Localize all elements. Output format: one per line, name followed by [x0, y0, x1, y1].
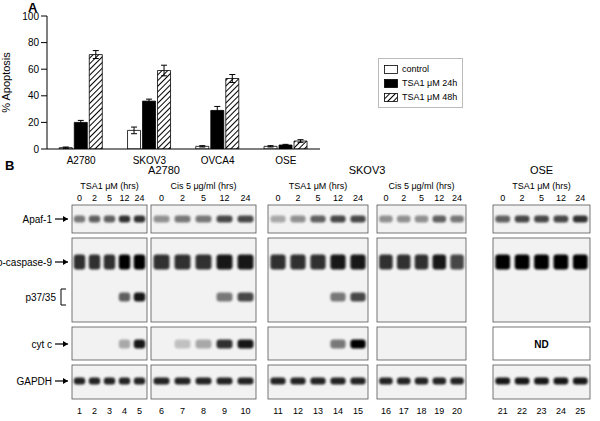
svg-text:0: 0 [383, 193, 388, 203]
svg-text:100: 100 [22, 11, 39, 22]
svg-text:SKOV3: SKOV3 [133, 155, 167, 166]
svg-text:23: 23 [536, 406, 546, 416]
svg-text:5: 5 [315, 193, 320, 203]
svg-text:9: 9 [222, 406, 227, 416]
svg-text:TSA1 μM (hrs): TSA1 μM (hrs) [80, 181, 139, 191]
html-text:A: A [28, 0, 38, 15]
svg-text:2: 2 [401, 193, 406, 203]
svg-text:6: 6 [159, 406, 164, 416]
svg-text:Pro-caspase-9: Pro-caspase-9 [8, 257, 52, 268]
svg-text:10: 10 [240, 406, 250, 416]
svg-text:12: 12 [333, 193, 343, 203]
svg-text:OVCA4: OVCA4 [201, 155, 235, 166]
svg-text:20: 20 [452, 406, 462, 416]
svg-text:ND: ND [534, 339, 548, 350]
svg-text:1: 1 [77, 406, 82, 416]
svg-text:40: 40 [28, 90, 40, 101]
svg-text:0: 0 [275, 193, 280, 203]
svg-text:25: 25 [575, 406, 585, 416]
html-text:TSA1 μM 24h: TSA1 μM 24h [402, 78, 458, 88]
svg-text:Cis 5 μg/ml (hrs): Cis 5 μg/ml (hrs) [388, 181, 454, 191]
svg-text:B: B [8, 158, 14, 173]
svg-text:5: 5 [201, 193, 206, 203]
svg-text:24: 24 [134, 193, 144, 203]
svg-text:2: 2 [180, 193, 185, 203]
svg-text:OSE: OSE [275, 155, 296, 166]
svg-text:18: 18 [416, 406, 426, 416]
svg-text:4: 4 [122, 406, 127, 416]
svg-text:8: 8 [201, 406, 206, 416]
svg-text:24: 24 [452, 193, 462, 203]
svg-text:Cis 5 μg/ml (hrs): Cis 5 μg/ml (hrs) [170, 181, 236, 191]
svg-text:12: 12 [119, 193, 129, 203]
svg-text:20: 20 [28, 117, 40, 128]
svg-text:2: 2 [92, 193, 97, 203]
svg-text:12: 12 [293, 406, 303, 416]
svg-text:2: 2 [295, 193, 300, 203]
svg-text:13: 13 [313, 406, 323, 416]
svg-text:5: 5 [419, 193, 424, 203]
svg-text:p37/35: p37/35 [25, 292, 56, 303]
svg-text:21: 21 [498, 406, 508, 416]
svg-text:24: 24 [240, 193, 250, 203]
svg-text:15: 15 [353, 406, 363, 416]
svg-text:OSE: OSE [530, 164, 553, 176]
svg-text:14: 14 [333, 406, 343, 416]
svg-text:A2780: A2780 [67, 155, 96, 166]
svg-text:24: 24 [575, 193, 585, 203]
svg-text:12: 12 [434, 193, 444, 203]
svg-text:22: 22 [517, 406, 527, 416]
svg-text:16: 16 [381, 406, 391, 416]
svg-text:5: 5 [107, 193, 112, 203]
svg-text:24: 24 [556, 406, 566, 416]
svg-text:TSA1 μM (hrs): TSA1 μM (hrs) [512, 181, 571, 191]
svg-text:60: 60 [28, 64, 40, 75]
svg-text:80: 80 [28, 37, 40, 48]
svg-text:0: 0 [33, 144, 39, 155]
svg-text:2: 2 [520, 193, 525, 203]
svg-text:12: 12 [219, 193, 229, 203]
svg-text:A2780: A2780 [148, 164, 180, 176]
html-text:control: control [402, 64, 429, 74]
svg-text:7: 7 [180, 406, 185, 416]
svg-text:0: 0 [159, 193, 164, 203]
svg-text:2: 2 [92, 406, 97, 416]
svg-text:5: 5 [137, 406, 142, 416]
svg-text:3: 3 [107, 406, 112, 416]
svg-text:12: 12 [556, 193, 566, 203]
svg-text:19: 19 [434, 406, 444, 416]
svg-text:17: 17 [399, 406, 409, 416]
svg-text:GAPDH: GAPDH [16, 376, 52, 387]
svg-text:TSA1 μM (hrs): TSA1 μM (hrs) [289, 181, 348, 191]
svg-text:0: 0 [500, 193, 505, 203]
svg-text:Apaf-1: Apaf-1 [23, 214, 53, 225]
svg-text:11: 11 [273, 406, 282, 416]
svg-text:5: 5 [539, 193, 544, 203]
svg-text:SKOV3: SKOV3 [349, 164, 386, 176]
svg-text:cyt c: cyt c [31, 339, 52, 350]
svg-text:24: 24 [353, 193, 363, 203]
html-text:TSA1 μM 48h: TSA1 μM 48h [402, 92, 458, 102]
svg-text:0: 0 [77, 193, 82, 203]
svg-text:% Apoptosis: % Apoptosis [8, 52, 12, 113]
